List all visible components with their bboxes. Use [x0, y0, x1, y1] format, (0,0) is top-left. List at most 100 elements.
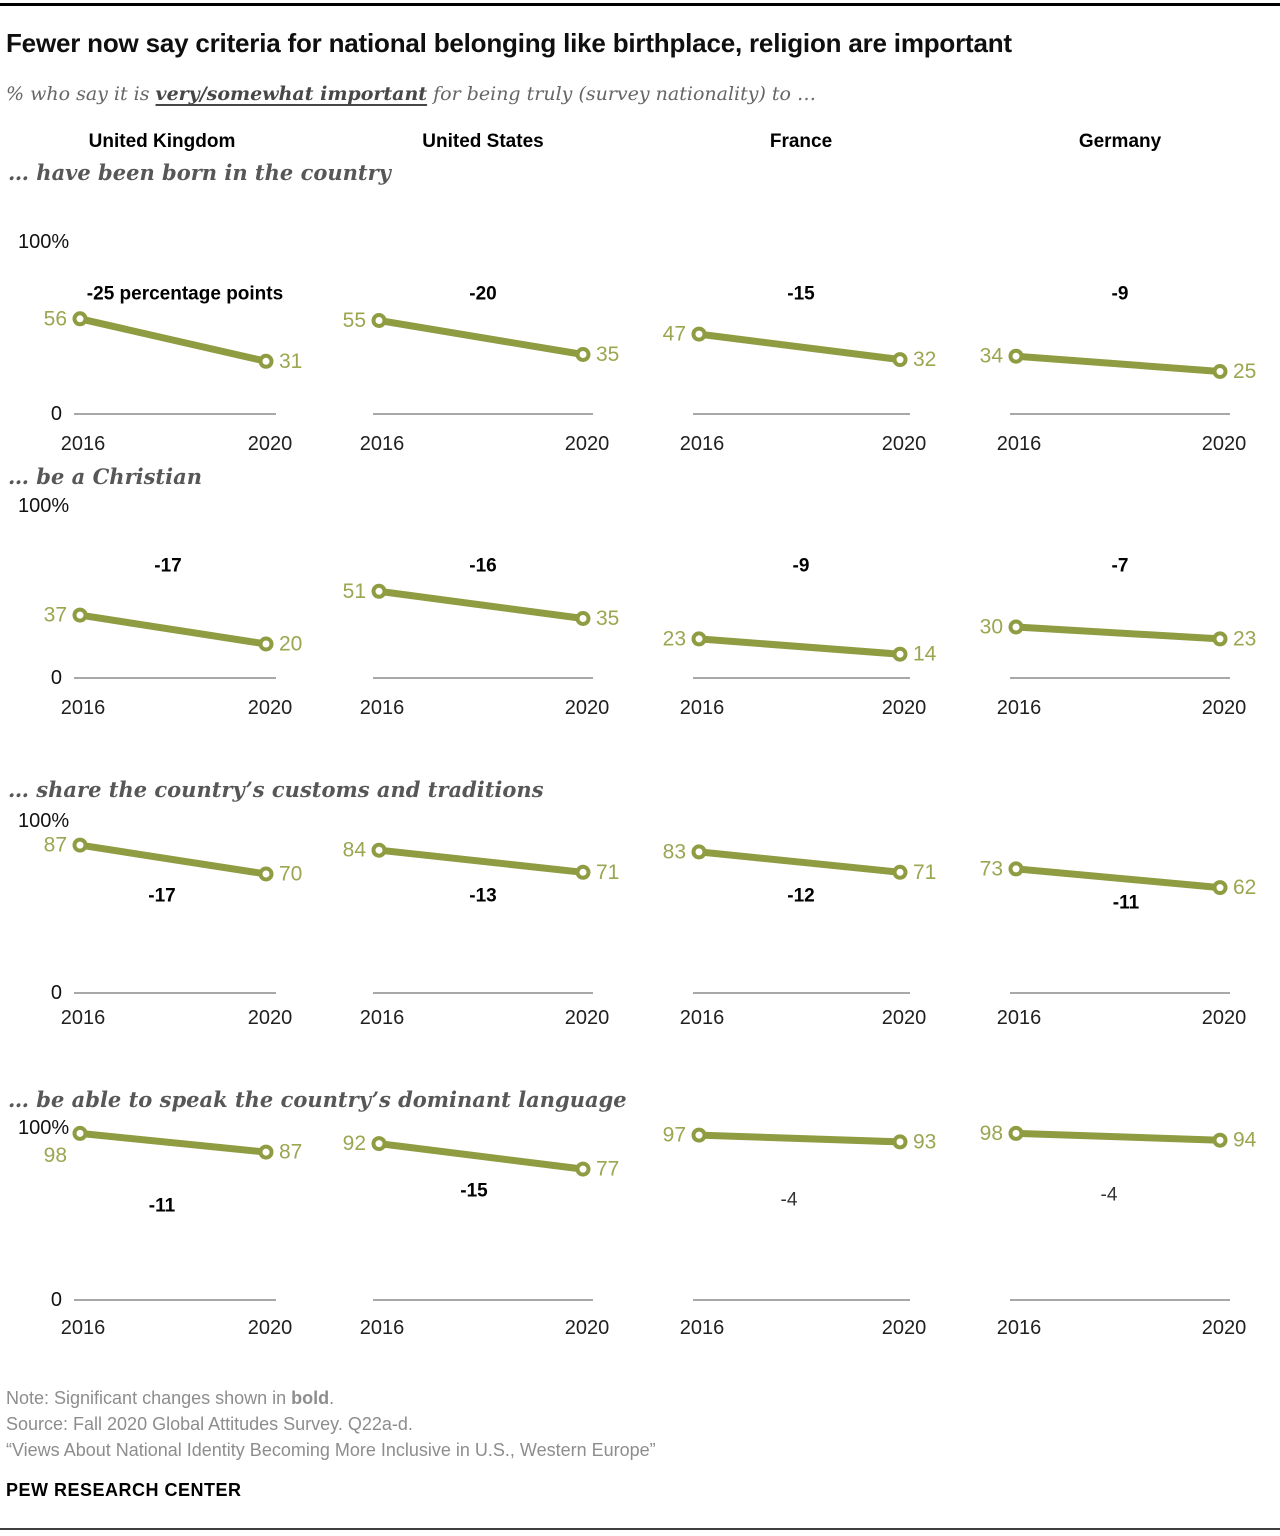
column-header-germany: Germany: [1078, 131, 1162, 152]
value-label-2020-united-states: 35: [596, 343, 619, 366]
change-label-united-states: -20: [469, 284, 496, 305]
year-label-2020-france: 2020: [882, 697, 927, 719]
year-label-2016-germany: 2016: [997, 1317, 1042, 1339]
section-label-2: … share the country’s customs and tradit…: [8, 777, 544, 802]
y-zero-label-row-1: 0: [51, 667, 62, 689]
year-label-2020-france: 2020: [882, 433, 927, 455]
footer-report-title: “Views About National Identity Becoming …: [6, 1440, 656, 1460]
page-title: Fewer now say criteria for national belo…: [6, 28, 1012, 58]
data-point-2016-germany: [1008, 619, 1024, 635]
trend-line-united-states: [378, 317, 584, 358]
data-point-2016-france: [691, 326, 707, 342]
year-label-2020-united-states: 2020: [565, 1007, 610, 1029]
change-label-united-kingdom: -25 percentage points: [87, 284, 283, 305]
data-point-2016-united-states: [371, 313, 387, 328]
year-label-2016-france: 2016: [680, 697, 725, 719]
brand-pew-research-center: PEW RESEARCH CENTER: [6, 1480, 242, 1500]
change-label-united-states: -13: [469, 886, 496, 907]
data-point-2016-united-kingdom: [72, 1125, 88, 1141]
bottom-rule: [0, 1528, 1280, 1530]
data-point-2016-united-states: [371, 583, 387, 599]
y-zero-label-row-0: 0: [51, 403, 62, 425]
year-label-2016-united-states: 2016: [360, 697, 405, 719]
year-label-2016-united-states: 2016: [360, 1007, 405, 1029]
year-label-2016-united-kingdom: 2016: [61, 1317, 106, 1339]
change-label-france: -15: [787, 284, 815, 305]
value-label-2020-united-kingdom: 31: [279, 350, 302, 373]
subtitle-prefix: % who say it is: [6, 83, 156, 105]
value-label-2016-united-states: 55: [343, 309, 366, 332]
value-label-2020-united-states: 77: [596, 1158, 619, 1181]
data-point-2020-france: [892, 352, 908, 368]
year-label-2020-germany: 2020: [1202, 433, 1247, 455]
column-header-united-states: United States: [422, 131, 544, 152]
trend-line-france: [698, 635, 901, 658]
data-point-2020-united-kingdom: [258, 1144, 274, 1160]
value-label-2016-united-kingdom: 98: [44, 1144, 67, 1167]
value-label-2016-germany: 34: [980, 345, 1004, 368]
data-point-2020-united-states: [575, 347, 591, 362]
change-label-united-states: -16: [469, 556, 496, 577]
y-top-label-row-3: 100%: [18, 1117, 69, 1139]
year-label-2016-united-states: 2016: [360, 1317, 405, 1339]
data-point-2020-united-states: [575, 611, 591, 626]
year-label-2016-united-kingdom: 2016: [61, 697, 106, 719]
year-label-2016-france: 2016: [680, 1007, 725, 1029]
trend-line-germany: [1015, 352, 1221, 375]
data-point-2016-germany: [1008, 1125, 1024, 1141]
top-rule: [0, 3, 1280, 6]
trend-line-united-states: [378, 587, 584, 622]
column-header-france: France: [769, 131, 833, 152]
note-bold-word: bold: [291, 1388, 330, 1408]
value-label-2020-france: 93: [913, 1130, 936, 1153]
change-label-united-kingdom: -17: [148, 886, 175, 907]
change-label-united-kingdom: -17: [154, 556, 181, 577]
value-label-2016-france: 23: [663, 627, 686, 650]
data-point-2020-france: [892, 1134, 908, 1150]
data-point-2016-france: [691, 631, 707, 647]
value-label-2020-united-states: 71: [596, 861, 619, 884]
note-prefix: Note: Significant changes shown in: [6, 1388, 292, 1408]
value-label-2016-united-kingdom: 87: [44, 834, 67, 857]
year-label-2016-germany: 2016: [997, 433, 1042, 455]
value-label-2016-france: 83: [663, 840, 686, 863]
year-label-2020-united-kingdom: 2020: [248, 433, 293, 455]
trend-line-united-states: [378, 846, 584, 876]
value-label-2020-france: 14: [913, 643, 937, 666]
change-label-united-states: -15: [460, 1181, 488, 1202]
column-header-united-kingdom: United Kingdom: [88, 131, 236, 152]
trend-line-united-kingdom: [79, 1129, 267, 1156]
value-label-2016-germany: 30: [980, 616, 1003, 639]
data-point-2020-united-kingdom: [258, 636, 274, 652]
change-label-germany: -7: [1112, 556, 1129, 577]
change-label-germany: -4: [1101, 1185, 1118, 1206]
year-label-2016-germany: 2016: [997, 1007, 1042, 1029]
year-label-2016-france: 2016: [680, 1317, 725, 1339]
data-point-2016-united-kingdom: [72, 607, 88, 623]
data-point-2016-united-kingdom: [72, 311, 88, 327]
y-top-label-row-2: 100%: [18, 810, 69, 832]
data-point-2016-united-states: [371, 842, 387, 858]
year-label-2020-united-states: 2020: [565, 1317, 610, 1339]
trend-line-germany: [1015, 1129, 1221, 1144]
trend-line-france: [698, 848, 901, 876]
footer-note: Note: Significant changes shown in bold.: [6, 1387, 1106, 1409]
change-label-united-kingdom: -11: [149, 1196, 176, 1217]
data-point-2020-united-kingdom: [258, 353, 274, 369]
year-label-2020-france: 2020: [882, 1317, 927, 1339]
value-label-2016-united-kingdom: 56: [44, 307, 67, 330]
data-point-2020-united-states: [575, 1161, 591, 1177]
trend-line-united-kingdom: [79, 611, 267, 648]
y-zero-label-row-2: 0: [51, 982, 62, 1004]
year-label-2020-france: 2020: [882, 1007, 927, 1029]
year-label-2016-france: 2016: [680, 433, 725, 455]
subtitle-emphasis: very/somewhat important: [155, 83, 428, 105]
year-label-2020-united-kingdom: 2020: [248, 1007, 293, 1029]
trend-line-france: [698, 1131, 901, 1146]
change-label-france: -12: [787, 886, 814, 907]
page-subtitle: % who say it is very/somewhat important …: [6, 82, 1276, 106]
data-point-2020-france: [892, 864, 908, 880]
data-point-2020-france: [892, 646, 908, 662]
value-label-2016-france: 47: [663, 323, 686, 346]
